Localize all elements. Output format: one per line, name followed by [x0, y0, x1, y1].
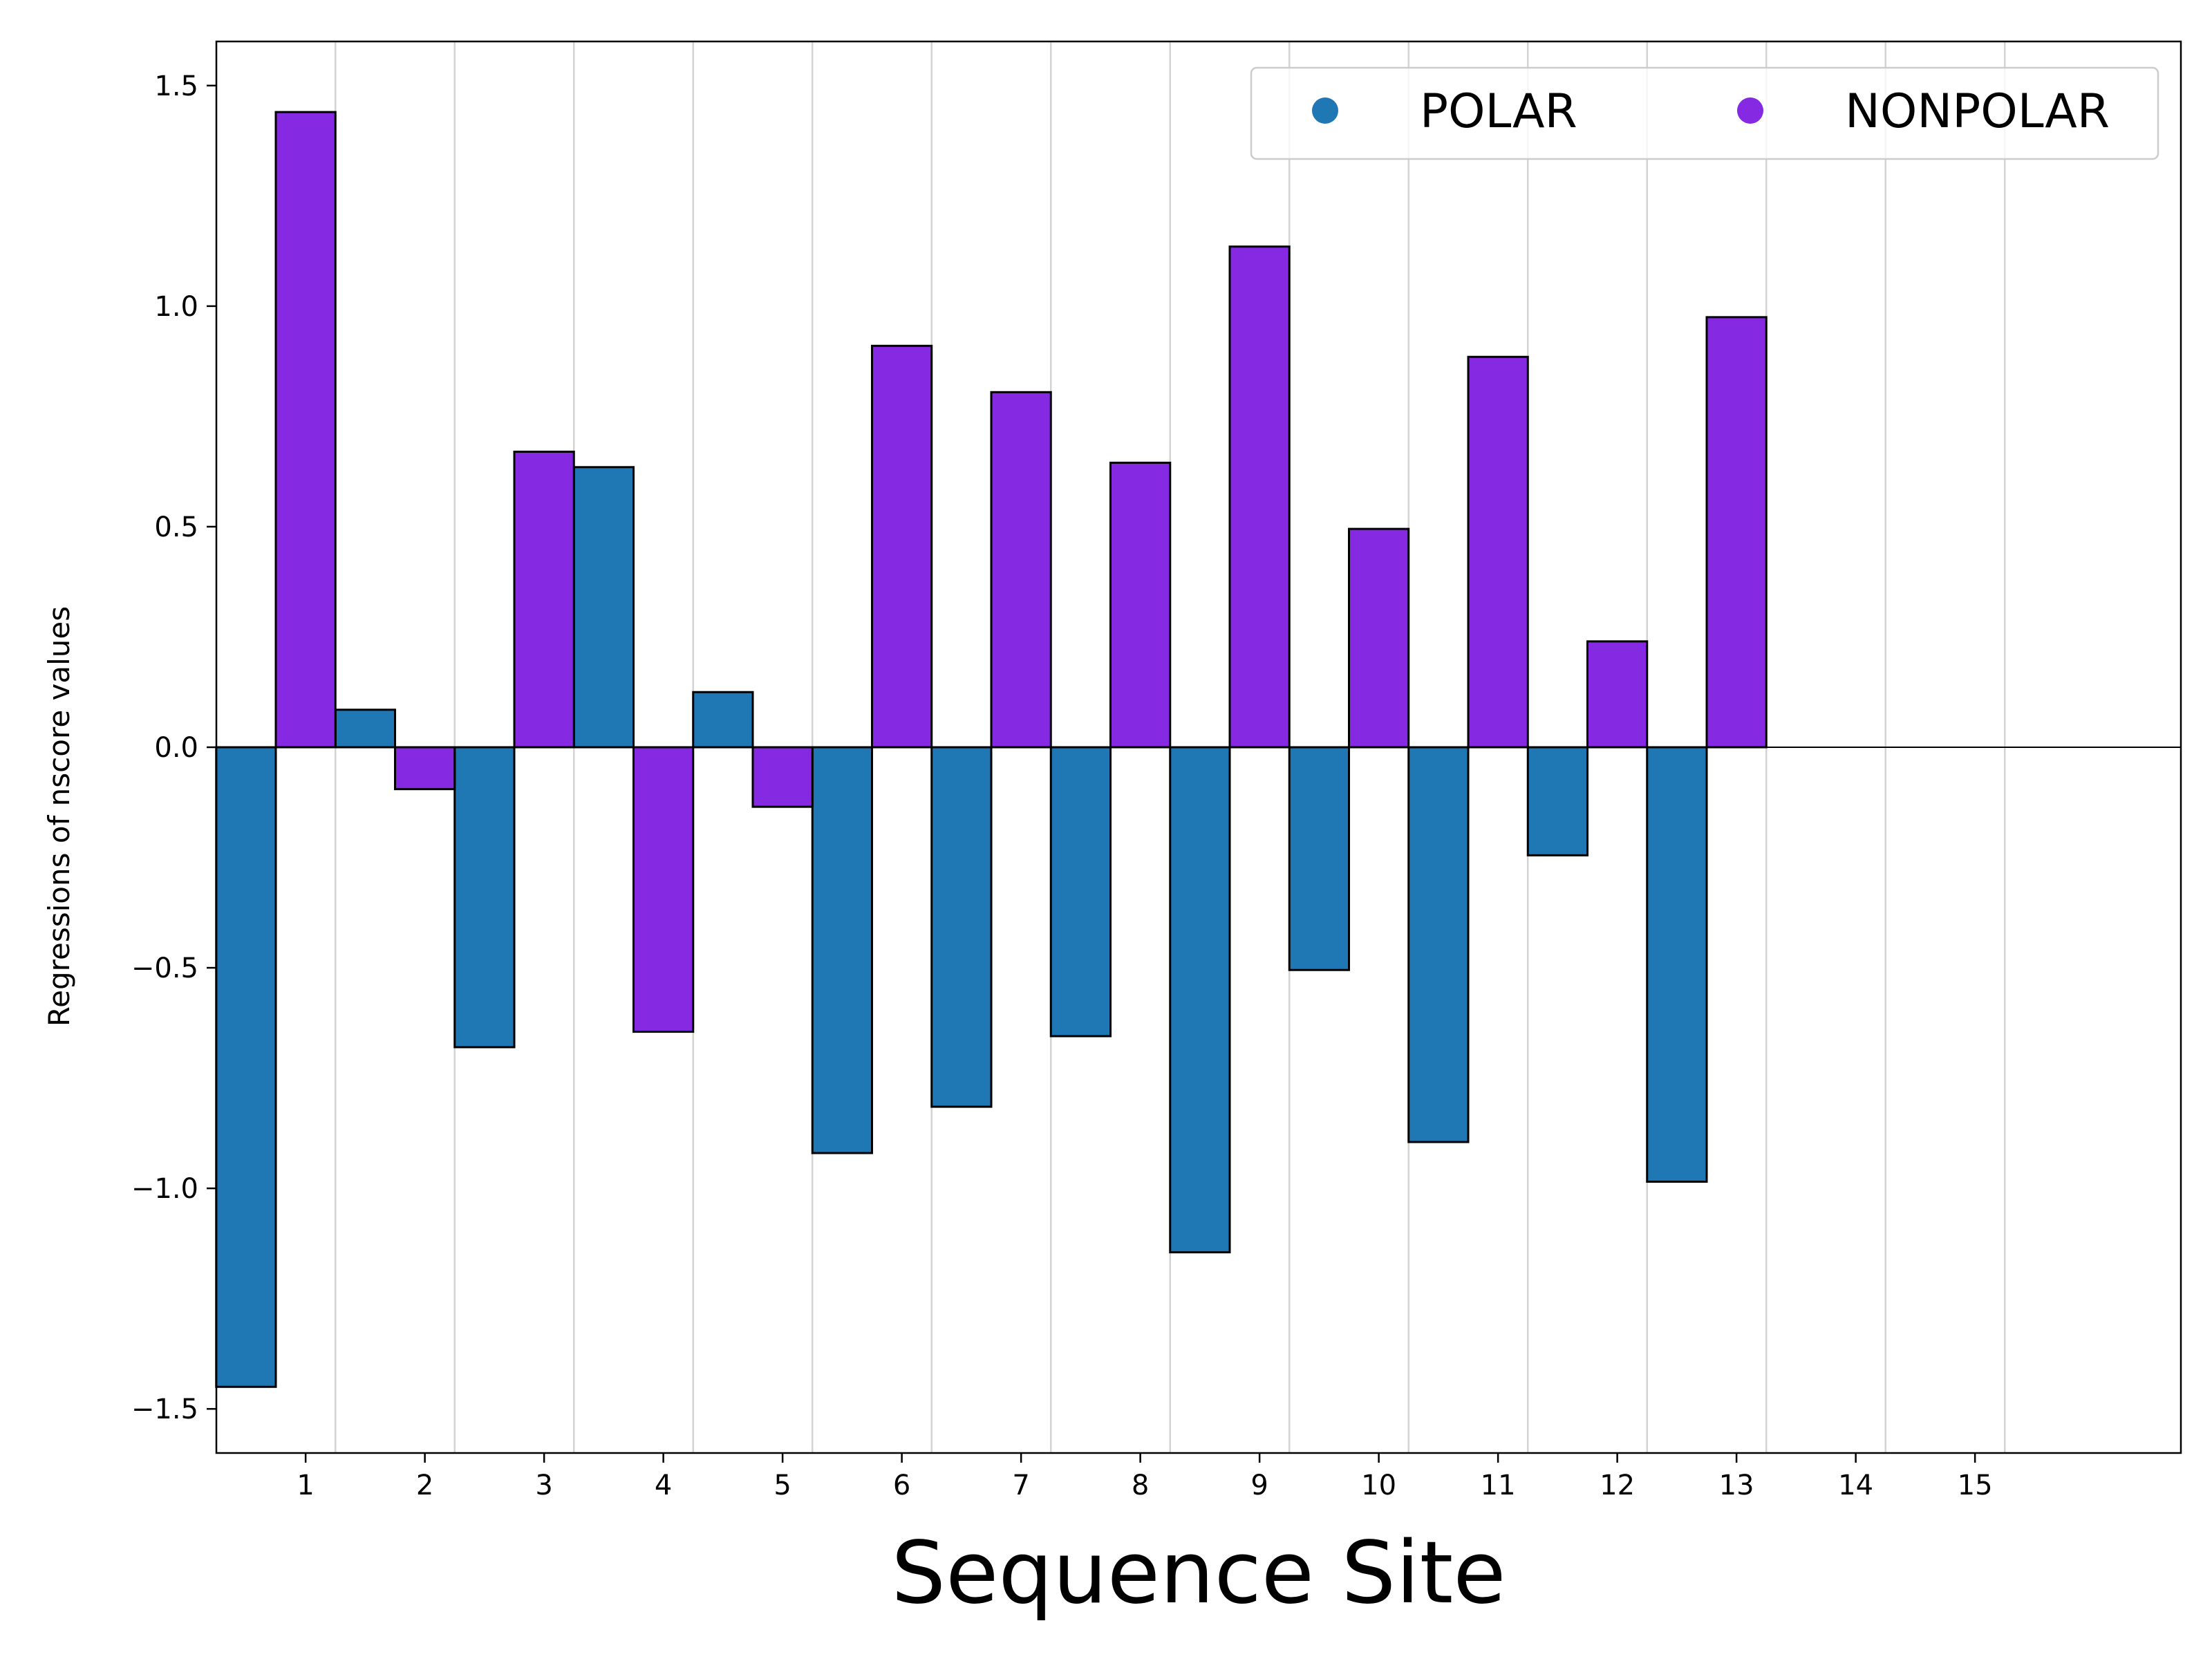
bar-polar-site-4: [572, 466, 635, 749]
bar-nonpolar-site-10: [1348, 527, 1410, 749]
bar-nonpolar-site-13: [1705, 316, 1768, 749]
bar-nonpolar-site-7: [990, 391, 1052, 749]
bar-polar-site-3: [453, 746, 516, 1049]
x-tick-label: 7: [1012, 1470, 1029, 1501]
bar-polar-site-13: [1646, 746, 1708, 1183]
y-tick-label: 1.0: [154, 291, 198, 323]
bar-nonpolar-site-9: [1228, 245, 1291, 749]
x-tick-label: 4: [655, 1470, 672, 1501]
x-tick-label: 14: [1838, 1470, 1873, 1501]
x-tick-label: 8: [1132, 1470, 1149, 1501]
bar-polar-site-8: [1049, 746, 1112, 1038]
bar-polar-site-6: [811, 746, 873, 1154]
bar-polar-site-9: [1169, 746, 1231, 1254]
x-tick-label: 15: [1958, 1470, 1993, 1501]
bar-polar-site-7: [930, 746, 993, 1108]
bar-nonpolar-site-11: [1467, 355, 1529, 749]
bar-polar-site-2: [334, 709, 396, 749]
x-tick-label: 1: [297, 1470, 314, 1501]
legend-entries: POLAR NONPOLAR: [1312, 84, 2110, 139]
y-tick-label: 0.0: [154, 732, 198, 764]
bar-nonpolar-site-5: [751, 746, 814, 808]
x-tick-label: 5: [774, 1470, 791, 1501]
bar-nonpolar-site-4: [632, 746, 695, 1033]
y-tick-label: 1.5: [154, 71, 198, 102]
bar-polar-site-12: [1526, 746, 1588, 856]
bar-nonpolar-site-1: [274, 111, 337, 749]
y-axis-title: Regressions of nscore values: [42, 606, 76, 1027]
bar-nonpolar-site-3: [513, 450, 575, 749]
x-axis-ticks: 1 2 3 4 5 6 7 8 9 10 11 12 13 14 15: [297, 1453, 1993, 1501]
legend-marker: [1737, 97, 1763, 124]
x-tick-label: 12: [1600, 1470, 1635, 1501]
x-axis-title: Sequence Site: [891, 1524, 1506, 1623]
bar-polar-site-5: [692, 691, 754, 749]
bars: [215, 111, 1768, 1388]
bar-polar-site-1: [215, 746, 277, 1388]
y-tick-label: −1.5: [131, 1394, 198, 1425]
legend[interactable]: POLAR NONPOLAR: [1250, 66, 2159, 160]
bar-nonpolar-site-6: [871, 344, 933, 749]
x-tick-label: 11: [1481, 1470, 1516, 1501]
legend-box: [1250, 66, 2159, 160]
x-tick-label: 2: [416, 1470, 433, 1501]
bar-polar-site-11: [1407, 746, 1470, 1143]
bar-polar-site-10: [1288, 746, 1350, 971]
legend-entry-polar[interactable]: POLAR: [1312, 84, 1577, 139]
x-tick-label: 10: [1361, 1470, 1396, 1501]
legend-label: POLAR: [1420, 84, 1577, 139]
legend-entry-nonpolar[interactable]: NONPOLAR: [1737, 84, 2110, 139]
bar-nonpolar-site-8: [1109, 461, 1172, 749]
x-tick-label: 9: [1250, 1470, 1268, 1501]
x-tick-label: 6: [893, 1470, 910, 1501]
x-tick-label: 13: [1719, 1470, 1754, 1501]
bar-nonpolar-site-2: [394, 746, 456, 791]
legend-marker: [1312, 97, 1338, 124]
y-tick-label: −0.5: [131, 953, 198, 984]
legend-label: NONPOLAR: [1845, 84, 2110, 139]
y-axis-ticks: −1.5 −1.0 −0.5 0.0 0.5 1.0 1.5: [131, 71, 216, 1425]
y-tick-label: −1.0: [131, 1173, 198, 1205]
bar-nonpolar-site-12: [1586, 640, 1649, 749]
x-tick-label: 3: [535, 1470, 552, 1501]
y-tick-label: 0.5: [154, 512, 198, 543]
